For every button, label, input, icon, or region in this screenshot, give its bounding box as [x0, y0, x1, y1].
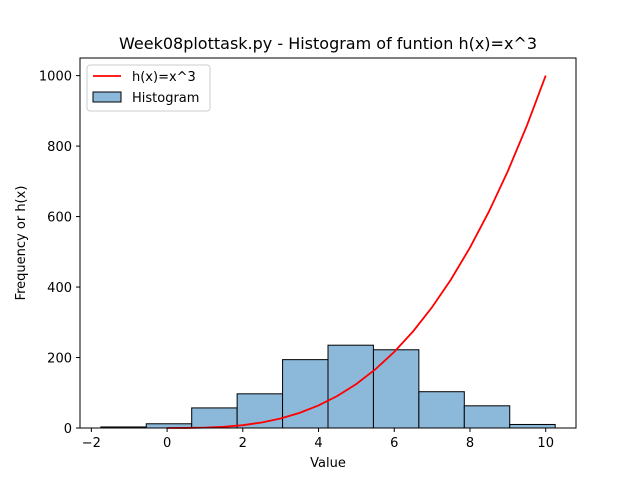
histogram-bar: [463, 405, 511, 429]
histogram-bar: [372, 349, 420, 429]
legend-curve-label: h(x)=x^3: [132, 70, 196, 85]
histogram-bar: [418, 391, 465, 429]
y-tick-label: 600: [47, 211, 72, 226]
x-tick-label: −2: [82, 436, 101, 451]
chart-title: Week08plottask.py - Histogram of funtion…: [119, 34, 537, 53]
plot-area: −2 0 2 4 6 8 10 0 200 400 600 800 1000 h(x)=x^3 Histog…: [39, 57, 577, 451]
y-axis-label: Frequency or h(x): [14, 186, 29, 301]
y-tick-label: 200: [47, 352, 72, 367]
legend-histogram-swatch: [92, 91, 122, 103]
y-tick-label: 800: [47, 140, 72, 155]
x-axis-label: Value: [310, 456, 346, 471]
y-tick-label: 0: [64, 422, 72, 437]
legend-histogram-label: Histogram: [132, 91, 199, 106]
x-tick-label: 8: [466, 436, 474, 451]
x-tick-label: 6: [390, 436, 398, 451]
cubic-curve-line: [167, 75, 547, 429]
x-tick-label: 4: [314, 436, 322, 451]
y-tick-label: 1000: [39, 70, 72, 85]
x-tick-label: 2: [239, 436, 247, 451]
histogram-bar: [282, 359, 329, 429]
y-tick-label: 400: [47, 281, 72, 296]
x-tick-label: 0: [163, 436, 171, 451]
x-tick-label: 10: [537, 436, 554, 451]
histogram-bar: [509, 423, 556, 429]
axes-frame: [79, 57, 577, 429]
histogram-bar: [191, 407, 238, 429]
